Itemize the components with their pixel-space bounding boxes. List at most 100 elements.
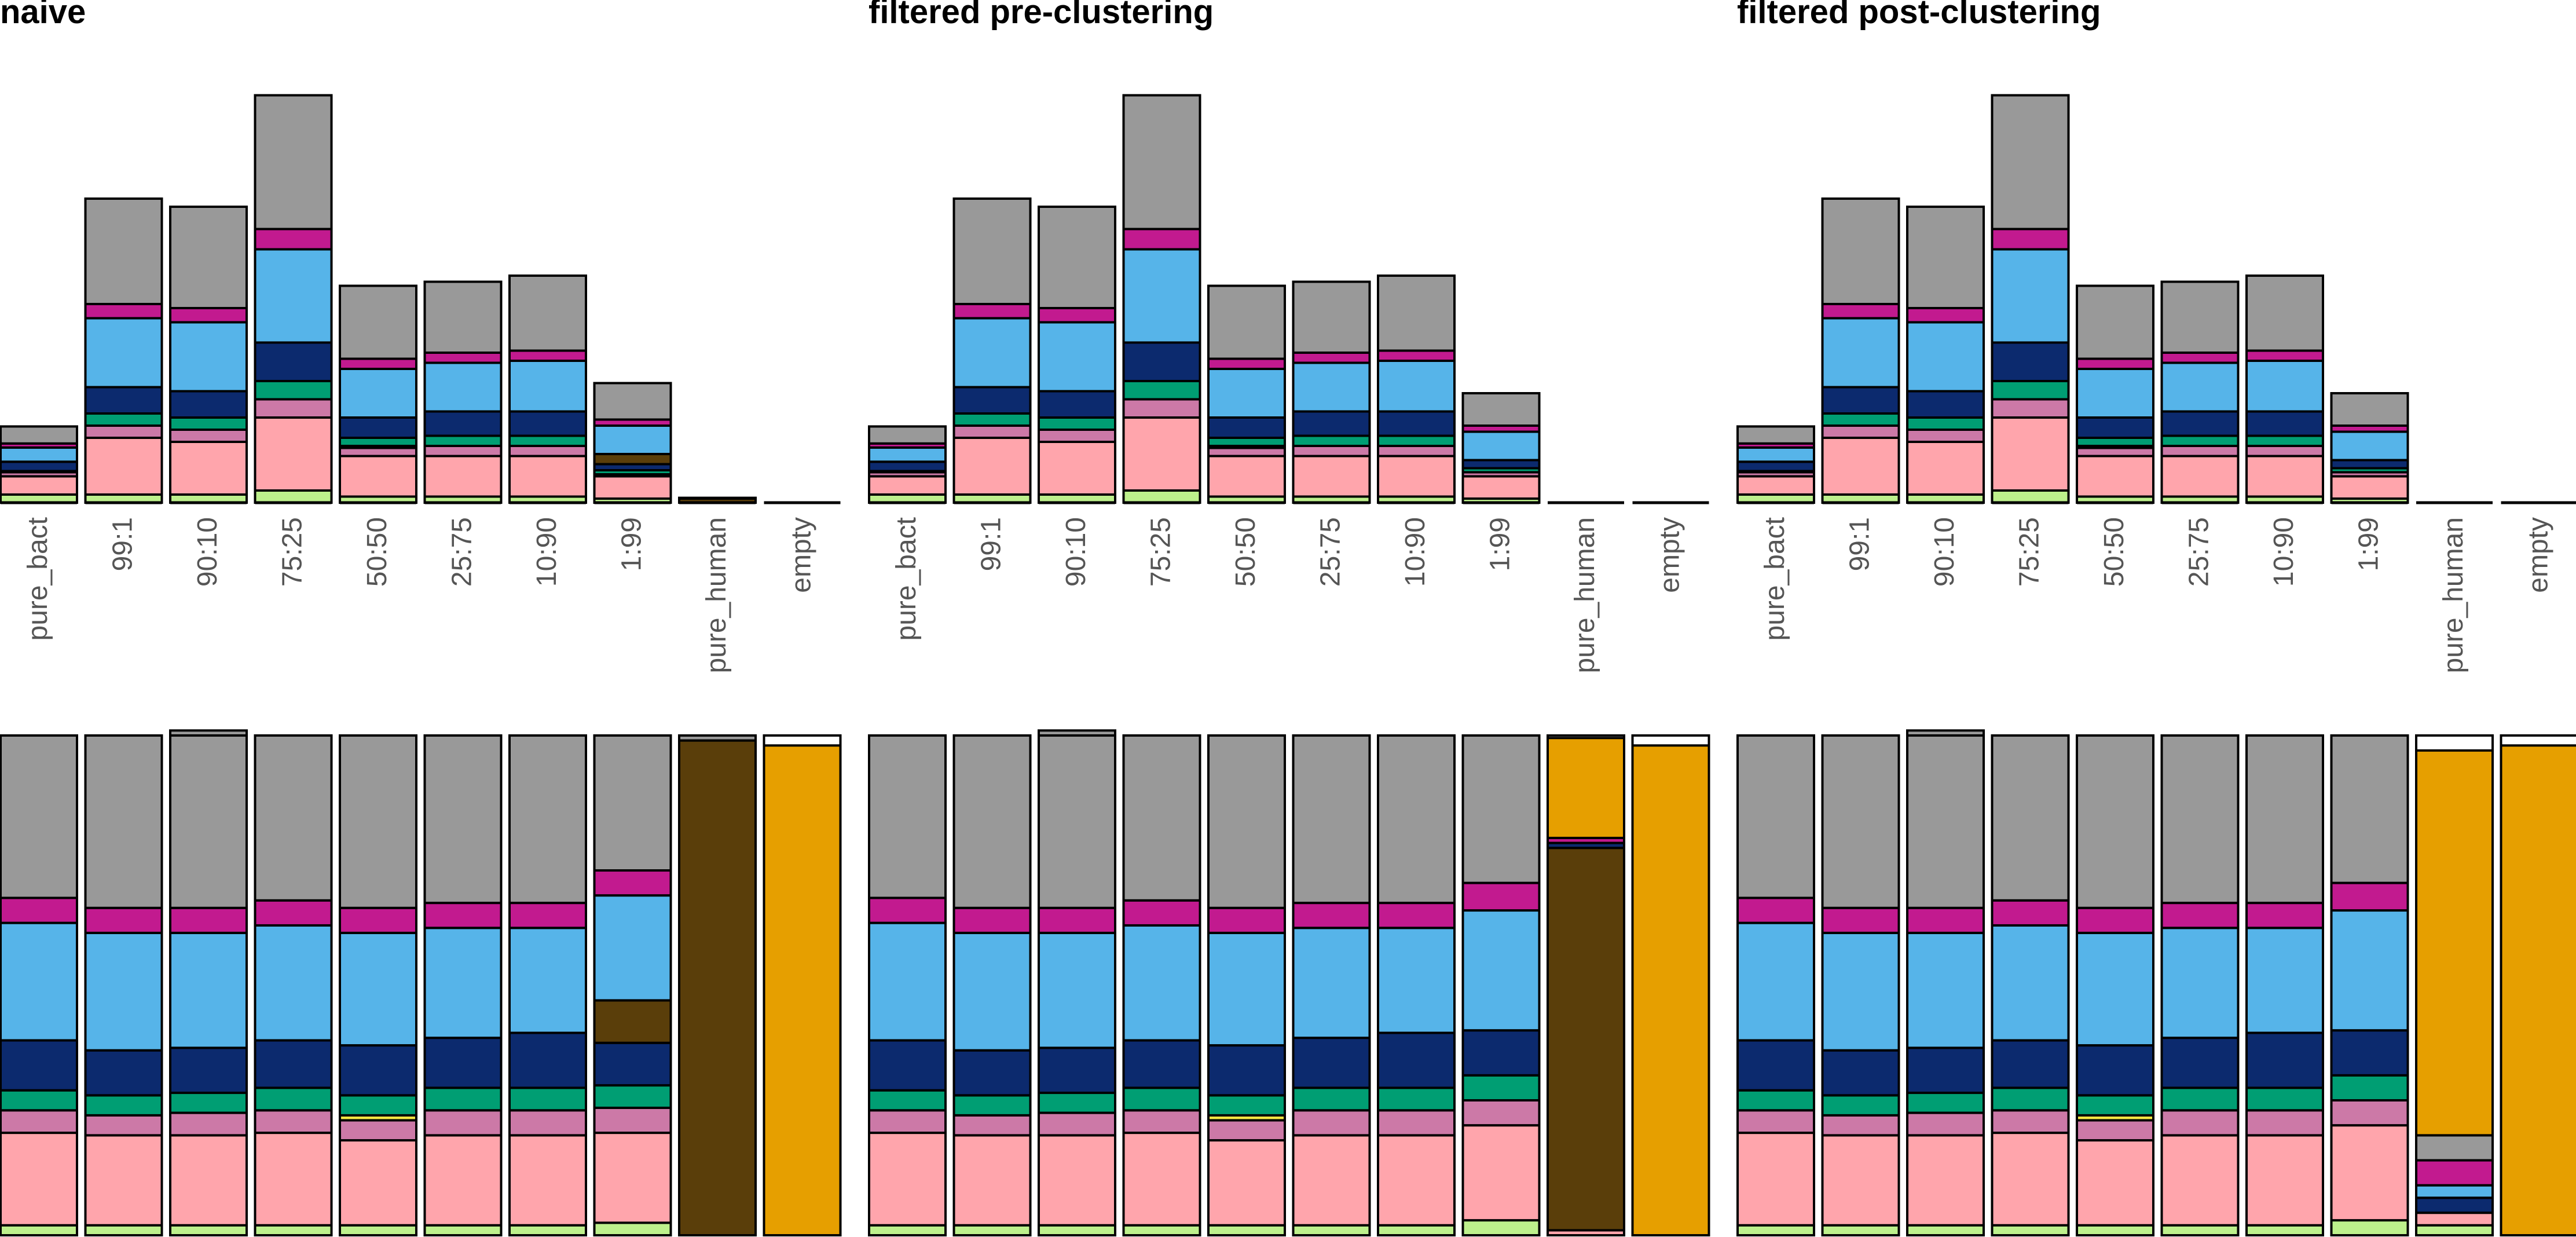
bar-segment-pink xyxy=(1207,455,1286,498)
prop-segment-light-purple xyxy=(508,1109,587,1137)
prop-segment-navy xyxy=(254,1039,333,1089)
bar-segment-grey xyxy=(1991,94,2070,230)
bar-segment-light-purple xyxy=(2245,445,2324,458)
prop-segment-pink xyxy=(339,1139,417,1227)
x-tick-label: 25:75 xyxy=(447,517,478,587)
prop-segment-light-purple xyxy=(2076,1119,2154,1142)
prop-segment-magenta xyxy=(868,896,947,924)
prop-segment-dark-green xyxy=(1736,1089,1815,1112)
bar-segment-light-purple xyxy=(84,424,163,439)
prop-segment-grey xyxy=(2330,734,2409,884)
bar-segment-light-purple xyxy=(952,424,1032,439)
bar-segment-grey xyxy=(169,206,248,309)
prop-segment-light-purple xyxy=(1906,1111,1985,1137)
x-tick-label: pure_bact xyxy=(891,517,922,641)
x-tick-label: empty xyxy=(2523,517,2554,593)
bar-segment-light-blue xyxy=(423,361,503,413)
prop-segment-grey xyxy=(952,734,1032,909)
bar-segment-magenta xyxy=(169,307,248,324)
bar-segment-pink xyxy=(1991,416,2070,492)
prop-segment-navy xyxy=(1821,1049,1900,1097)
bar-segment-light-blue xyxy=(1292,361,1371,413)
prop-segment-dark-green xyxy=(0,1089,78,1112)
bar-segment-pink xyxy=(2076,455,2154,498)
bar-segment-magenta xyxy=(1207,357,1286,370)
prop-segment-grey xyxy=(169,729,248,909)
prop-segment-light-green xyxy=(2160,1224,2240,1236)
prop-segment-navy xyxy=(1991,1039,2070,1089)
bar-segment-navy xyxy=(2076,416,2154,439)
prop-segment-light-blue xyxy=(1122,924,1201,1042)
bar-segment-grey xyxy=(593,382,672,421)
prop-segment-light-purple xyxy=(1207,1119,1286,1142)
prop-segment-navy xyxy=(1377,1031,1456,1089)
x-tick-label: 10:90 xyxy=(532,517,562,587)
bar-segment-navy xyxy=(1377,410,1456,437)
bar-segment-light-blue xyxy=(1038,321,1116,393)
prop-segment-light-green xyxy=(254,1224,333,1236)
bar-segment-magenta xyxy=(2160,352,2240,364)
prop-bar-outline xyxy=(2415,734,2494,1236)
bar-segment-brown xyxy=(593,453,672,466)
prop-segment-navy xyxy=(1461,1029,1541,1077)
bar-segment-light-blue xyxy=(2076,368,2154,419)
prop-segment-orange xyxy=(763,744,842,1236)
bar-segment-navy xyxy=(1906,390,1985,419)
bar-segment-navy xyxy=(1038,390,1116,419)
prop-segment-magenta xyxy=(1821,906,1900,934)
prop-bar-outline xyxy=(1547,734,1625,1236)
bar-segment-grey xyxy=(952,197,1032,305)
bar-segment-pink xyxy=(1461,475,1541,500)
bar-segment-dark-green xyxy=(952,412,1032,427)
prop-bar-outline xyxy=(1631,734,1710,1236)
prop-segment-magenta xyxy=(2160,902,2240,929)
x-tick-label: 50:50 xyxy=(362,517,393,587)
bar-segment-grey xyxy=(2330,392,2409,427)
bar-segment-dark-green xyxy=(169,416,248,431)
prop-segment-light-green xyxy=(1736,1224,1815,1236)
bar-segment-light-purple xyxy=(2160,445,2240,458)
bar-segment-light-purple xyxy=(423,445,503,458)
prop-segment-navy xyxy=(423,1037,503,1089)
bar-segment-pink xyxy=(254,416,333,492)
bar-segment-dark-green xyxy=(84,412,163,427)
prop-segment-dark-green xyxy=(508,1086,587,1112)
prop-segment-light-green xyxy=(2076,1224,2154,1236)
bar-segment-light-purple xyxy=(169,429,248,443)
prop-segment-pink xyxy=(1207,1139,1286,1227)
panel-title: filtered pre-clustering xyxy=(869,0,1214,31)
prop-segment-light-blue xyxy=(339,931,417,1047)
x-tick-label: 50:50 xyxy=(1230,517,1261,587)
prop-segment-light-green xyxy=(0,1224,78,1236)
prop-segment-light-blue xyxy=(0,921,78,1042)
prop-segment-light-purple xyxy=(339,1119,417,1142)
bar-segment-grey xyxy=(254,94,333,230)
prop-segment-magenta xyxy=(1038,906,1116,934)
bar-segment-light-blue xyxy=(2245,360,2324,413)
bar-segment-magenta xyxy=(508,349,587,362)
bar-segment-magenta xyxy=(1906,307,1985,324)
prop-segment-light-green xyxy=(1461,1219,1541,1237)
prop-segment-light-blue xyxy=(1736,921,1815,1042)
prop-segment-magenta xyxy=(2076,906,2154,934)
prop-segment-light-purple xyxy=(0,1109,78,1134)
bar-segment-light-purple xyxy=(1991,398,2070,419)
prop-segment-magenta xyxy=(593,869,672,897)
prop-segment-light-green xyxy=(1991,1224,2070,1236)
bar-segment-light-purple xyxy=(508,445,587,458)
bar-segment-grey xyxy=(1292,280,1371,354)
x-tick-label: 75:25 xyxy=(2014,517,2045,587)
prop-segment-pink xyxy=(254,1132,333,1227)
prop-segment-light-blue xyxy=(952,931,1032,1052)
prop-bar-outline xyxy=(423,734,503,1236)
prop-segment-grey xyxy=(593,734,672,872)
x-tick-label: 1:99 xyxy=(2354,517,2384,571)
prop-bar-outline xyxy=(169,734,248,1236)
bar-segment-magenta xyxy=(1821,303,1900,320)
bar-segment-grey xyxy=(423,280,503,354)
prop-bar-outline xyxy=(1038,734,1116,1236)
prop-bar-outline xyxy=(868,734,947,1236)
prop-segment-pink xyxy=(1991,1132,2070,1227)
prop-segment-magenta xyxy=(339,906,417,934)
prop-bar-outline xyxy=(1821,734,1900,1236)
